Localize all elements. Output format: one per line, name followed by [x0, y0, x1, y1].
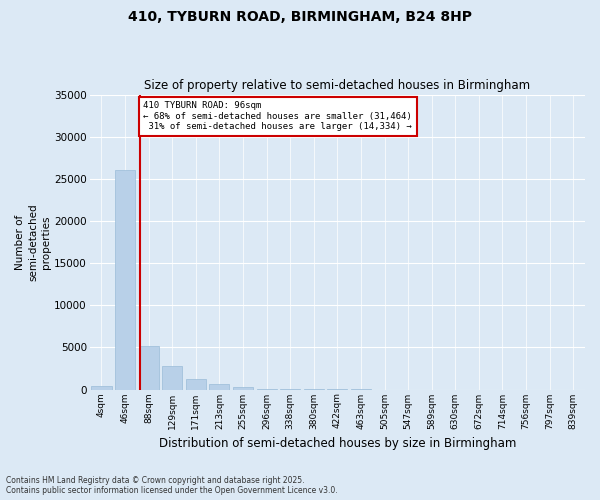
Text: 410, TYBURN ROAD, BIRMINGHAM, B24 8HP: 410, TYBURN ROAD, BIRMINGHAM, B24 8HP	[128, 10, 472, 24]
Bar	[162, 366, 182, 390]
X-axis label: Distribution of semi-detached houses by size in Birmingham: Distribution of semi-detached houses by …	[158, 437, 516, 450]
Title: Size of property relative to semi-detached houses in Birmingham: Size of property relative to semi-detach…	[144, 79, 530, 92]
Bar	[115, 170, 135, 390]
Bar	[209, 384, 229, 390]
Bar	[139, 346, 158, 390]
Bar	[186, 380, 206, 390]
Bar	[233, 386, 253, 390]
Bar	[91, 386, 112, 390]
Text: Contains HM Land Registry data © Crown copyright and database right 2025.
Contai: Contains HM Land Registry data © Crown c…	[6, 476, 338, 495]
Text: 410 TYBURN ROAD: 96sqm
← 68% of semi-detached houses are smaller (31,464)
 31% o: 410 TYBURN ROAD: 96sqm ← 68% of semi-det…	[143, 102, 412, 131]
Bar	[257, 388, 277, 390]
Y-axis label: Number of
semi-detached
properties: Number of semi-detached properties	[15, 203, 52, 281]
